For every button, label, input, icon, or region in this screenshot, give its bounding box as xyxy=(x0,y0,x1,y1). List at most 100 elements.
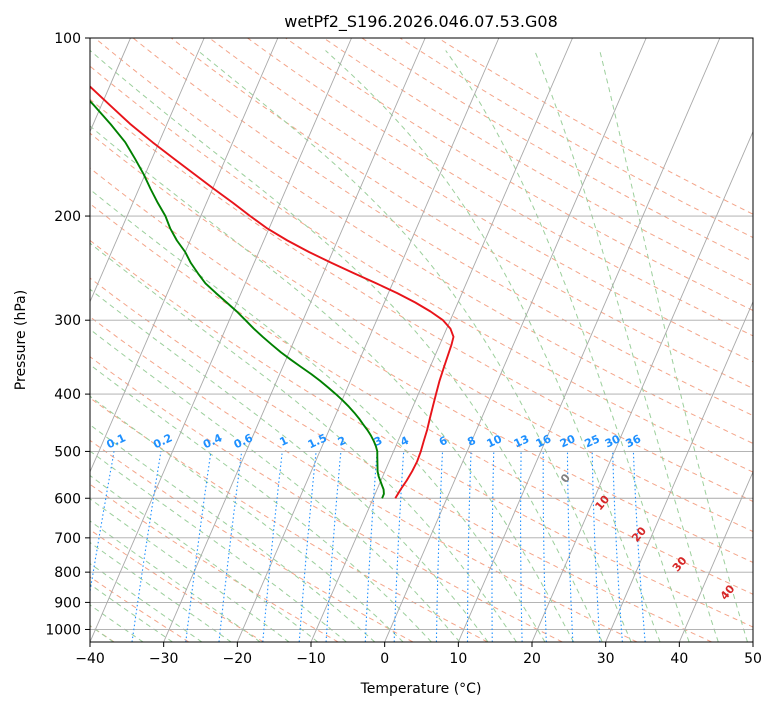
isotherm-line xyxy=(163,38,426,642)
dewpoint-profile-line xyxy=(90,99,385,499)
isotherm-line xyxy=(531,130,753,642)
isotherm-line xyxy=(457,38,721,642)
profile-series xyxy=(90,85,455,499)
mixing-ratio-line xyxy=(542,451,547,642)
dry-adiabat-line xyxy=(90,397,488,642)
mixing-ratio-line xyxy=(131,451,162,642)
mixing-ratio-label: 8 xyxy=(465,434,477,449)
x-tick-label: 10 xyxy=(449,651,467,667)
mixing-ratio-label: 2 xyxy=(336,434,348,449)
dry-adiabat-line xyxy=(90,203,753,595)
x-tick-label: −10 xyxy=(296,651,326,667)
isotherm-line xyxy=(90,38,205,303)
moist-adiabat-line xyxy=(90,50,603,642)
moist-adiabat-label: 0 xyxy=(558,471,573,485)
x-tick-label: −40 xyxy=(75,651,105,667)
plot-frame xyxy=(89,37,754,643)
moist-adiabat-label: 40 xyxy=(718,582,738,602)
dry-adiabat-line xyxy=(90,316,638,642)
isotherm-line xyxy=(384,38,647,642)
mixing-ratio-label: 0.4 xyxy=(201,431,224,451)
moist-adiabat-line xyxy=(90,562,203,642)
mixing-ratio-line xyxy=(520,451,523,642)
y-tick-label: 400 xyxy=(54,387,81,403)
dry-adiabat-line xyxy=(132,38,753,417)
mixing-ratio-label: 20 xyxy=(558,432,578,450)
mixing-ratio-label: 0.2 xyxy=(151,431,174,451)
dry-adiabat-line xyxy=(285,38,753,312)
isotherm-line xyxy=(310,38,573,642)
dry-adiabat-line xyxy=(90,132,753,533)
dry-adiabat-label: -10 xyxy=(5,418,28,441)
moist-adiabat-line xyxy=(90,125,575,642)
moist-adiabat-line xyxy=(90,450,347,642)
mixing-ratio-line xyxy=(591,451,601,642)
moist-adiabat-line xyxy=(90,364,432,642)
moist-adiabat-line xyxy=(90,328,461,642)
isotherm-line xyxy=(752,640,753,642)
dry-adiabat-line xyxy=(94,38,753,445)
y-tick-label: 1000 xyxy=(45,622,81,638)
isotherm-line xyxy=(236,38,500,642)
chart-title: wetPf2_S196.2026.046.07.53.G08 xyxy=(284,12,558,32)
isobars xyxy=(90,38,753,630)
moist-adiabat-line xyxy=(90,188,546,642)
y-axis-label: Pressure (hPa) xyxy=(13,290,29,390)
x-tick-label: 30 xyxy=(597,651,615,667)
moist-adiabat-line xyxy=(325,50,661,642)
isotherms xyxy=(90,38,753,642)
mixing-ratio-label: 0.6 xyxy=(232,431,255,451)
isotherm-line xyxy=(678,470,753,642)
y-tick-label: 900 xyxy=(54,595,81,611)
y-tick-label: 200 xyxy=(54,209,81,225)
x-axis-ticks: −40 −30 −20 −10 0 10 20 30 40 50 xyxy=(75,642,762,667)
moist-adiabat-line xyxy=(90,583,173,642)
dry-adiabat-line xyxy=(90,167,753,563)
moist-adiabats xyxy=(90,50,748,642)
mixing-ratio-label: 0.1 xyxy=(105,431,128,451)
y-axis-ticks: 1000 900 800 700 600 500 400 300 200 100 xyxy=(45,31,90,638)
temperature-profile-line xyxy=(90,85,455,499)
x-axis-label: Temperature (°C) xyxy=(360,681,482,697)
y-tick-label: 600 xyxy=(54,491,81,507)
mixing-ratio-line xyxy=(632,451,646,642)
mixing-ratio-label: 1.5 xyxy=(306,431,329,451)
y-tick-label: 700 xyxy=(54,531,81,547)
x-tick-label: 50 xyxy=(744,651,762,667)
y-tick-label: 100 xyxy=(54,31,81,47)
y-tick-label: 300 xyxy=(54,313,81,329)
moist-adiabat-line xyxy=(90,541,232,642)
dry-adiabat-line xyxy=(90,439,414,642)
dry-adiabat-line xyxy=(90,483,339,642)
mixing-ratio-label: 25 xyxy=(583,432,602,450)
mixing-ratio-line xyxy=(90,451,115,596)
mixing-ratio-label: 4 xyxy=(398,434,411,449)
moist-adiabat-label: 30 xyxy=(670,554,690,574)
x-tick-label: 40 xyxy=(670,651,688,667)
mixing-ratio-line xyxy=(185,451,212,642)
moist-adiabat-line xyxy=(90,474,319,642)
moist-adiabat-line xyxy=(445,50,690,642)
x-tick-label: −30 xyxy=(149,651,179,667)
moist-adiabat-label: 20 xyxy=(629,524,649,544)
mixing-ratio-label: 30 xyxy=(603,432,623,450)
moist-adiabat-line xyxy=(90,288,489,642)
isotherm-line xyxy=(90,38,352,642)
mixing-ratio-line xyxy=(612,451,623,642)
dry-adiabat-line xyxy=(90,277,712,642)
mixing-ratio-label: 16 xyxy=(534,432,554,450)
moist-adiabat-line xyxy=(90,424,376,642)
y-tick-label: 500 xyxy=(54,444,81,460)
mixing-ratio-line xyxy=(491,451,495,642)
mixing-ratio-line xyxy=(364,451,378,642)
moist-adiabat-line xyxy=(90,395,404,642)
dry-adiabat-line xyxy=(90,356,563,642)
mixing-ratio-label: 13 xyxy=(512,432,531,450)
dry-adiabats xyxy=(90,38,753,642)
mixing-ratio-label: 10 xyxy=(485,432,505,450)
mixing-ratio-label: 36 xyxy=(624,432,644,450)
dry-adiabat-line xyxy=(247,38,753,337)
plot-area: 0.10.20.40.611.52346810131620253036-100-… xyxy=(5,38,753,642)
mixing-ratio-lines xyxy=(90,451,646,642)
x-tick-label: 0 xyxy=(380,651,389,667)
